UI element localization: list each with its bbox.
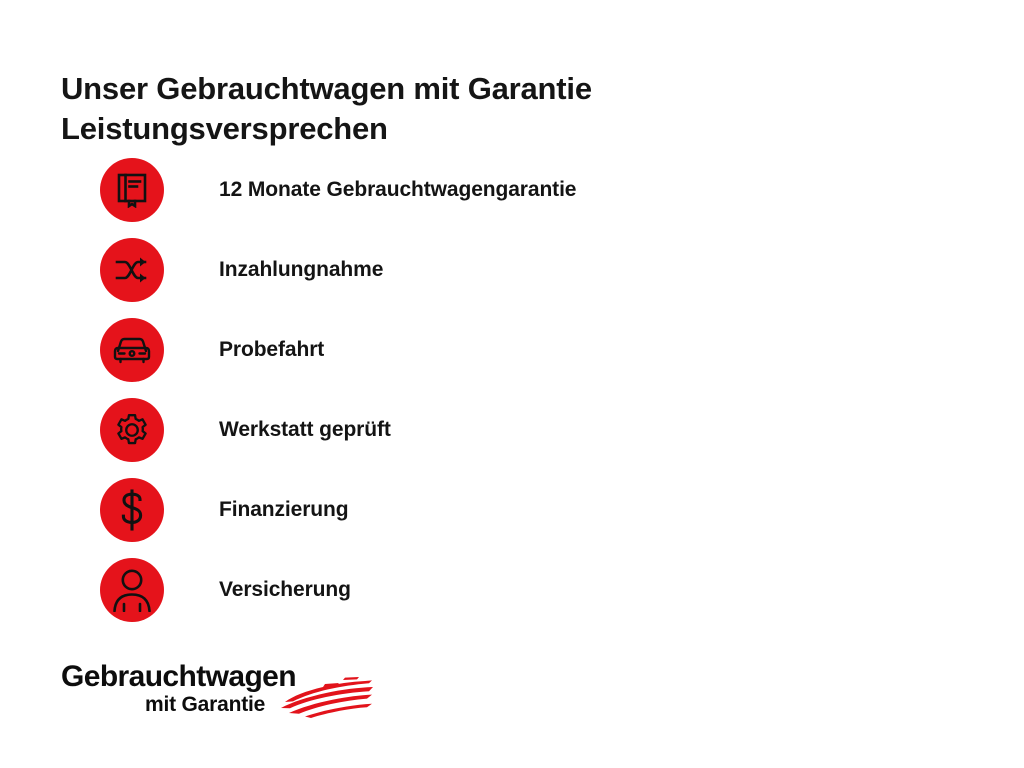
list-item-label: Finanzierung — [219, 498, 349, 521]
person-icon — [100, 558, 164, 622]
gear-icon — [100, 398, 164, 462]
certificate-book-icon — [100, 158, 164, 222]
list-item-label: Versicherung — [219, 578, 351, 601]
benefits-list: 12 Monate Gebrauchtwagengarantie Inzahlu… — [100, 158, 920, 638]
list-item[interactable]: Inzahlungnahme — [100, 238, 920, 302]
list-item-label: Inzahlungnahme — [219, 258, 384, 281]
list-item[interactable]: Versicherung — [100, 558, 920, 622]
shuffle-arrows-icon — [100, 238, 164, 302]
car-front-icon — [100, 318, 164, 382]
list-item[interactable]: 12 Monate Gebrauchtwagengarantie — [100, 158, 920, 222]
logo-subline: mit Garantie — [145, 693, 266, 716]
list-item[interactable]: Werkstatt geprüft — [100, 398, 920, 462]
red-brushstroke-icon — [281, 677, 373, 718]
list-item-label: Werkstatt geprüft — [219, 418, 391, 441]
list-item[interactable]: Probefahrt — [100, 318, 920, 382]
brand-logo: Gebrauchtwagen mit Garantie — [61, 660, 373, 728]
list-item[interactable]: Finanzierung — [100, 478, 920, 542]
page-title: Unser Gebrauchtwagen mit Garantie Leistu… — [61, 70, 592, 146]
logo-wordmark: Gebrauchtwagen — [61, 660, 297, 693]
list-item-label: 12 Monate Gebrauchtwagengarantie — [219, 178, 577, 201]
list-item-label: Probefahrt — [219, 338, 325, 361]
dollar-sign-icon — [100, 478, 164, 542]
